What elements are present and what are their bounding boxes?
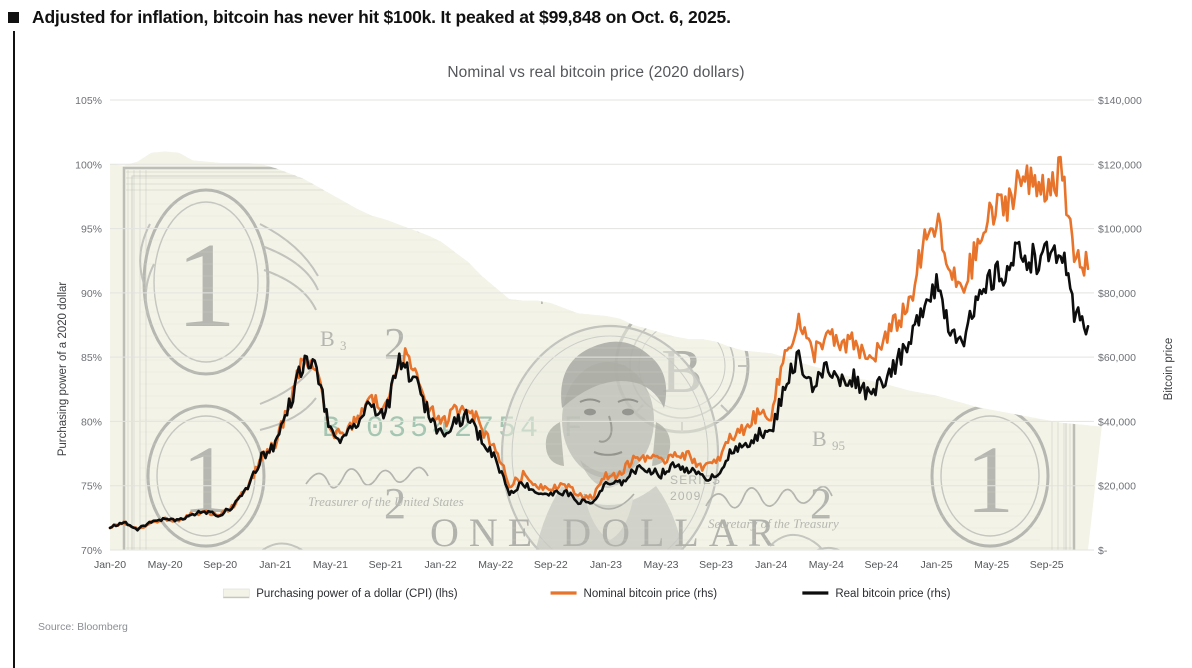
dollar-bill-texture [110,154,1088,551]
y-axis-right-title: Bitcoin price [1163,338,1175,401]
x-axis-tick: Sep-23 [699,559,733,571]
x-axis-tick: Jan-22 [425,559,457,571]
y-axis-right-tick: $- [1098,545,1108,557]
x-axis-tick: Jan-24 [755,559,787,571]
y-axis-right-labels: $- $20,000 $40,000 $60,000 $80,000 $100,000 $1… [1088,95,1142,557]
real-bitcoin-price-series [108,240,1090,532]
y-axis-left-tick: 105% [75,95,102,107]
y-axis-right-tick: $100,000 [1098,224,1142,236]
y-axis-right-tick: $60,000 [1098,352,1136,364]
chart-plot: 1 1 1 THE UNITED STA [38,95,1175,633]
headline: Adjusted for inflation, bitcoin has neve… [0,0,1192,34]
source-note: Source: Bloomberg [38,621,128,633]
x-axis-tick: May-22 [478,559,513,571]
x-axis-tick: Sep-20 [203,559,237,571]
y-axis-left-tick: 85% [81,352,102,364]
y-axis-right-tick: $20,000 [1098,481,1136,493]
y-axis-left-labels: 70% 75% 80% 85% 90% 95% 100% 105% [75,95,102,557]
headline-text: Adjusted for inflation, bitcoin has neve… [32,6,731,27]
x-axis-tick: Sep-21 [369,559,403,571]
y-axis-left-tick: 90% [81,288,102,300]
legend-swatch-cpi [222,588,250,599]
y-axis-right-tick: $80,000 [1098,288,1136,300]
y-axis-left-tick: 75% [81,481,102,493]
legend-label: Nominal bitcoin price (rhs) [584,588,718,600]
legend-label: Purchasing power of a dollar (CPI) (lhs) [256,588,457,600]
legend-label: Real bitcoin price (rhs) [835,588,950,600]
chart-legend: Purchasing power of a dollar (CPI) (lhs)… [222,588,951,600]
x-axis-tick: May-25 [974,559,1009,571]
x-axis-tick: Jan-23 [590,559,622,571]
y-axis-right-tick: $140,000 [1098,95,1142,107]
y-axis-right-tick: $40,000 [1098,416,1136,428]
gridlines [110,99,1088,551]
y-axis-left-tick: 70% [81,545,102,557]
x-axis-tick: Jan-25 [920,559,952,571]
y-axis-left-tick: 80% [81,416,102,428]
x-axis-labels: Jan-20 May-20 Sep-20 Jan-21 May-21 Sep-21 Jan-… [94,559,1064,571]
x-axis-tick: Sep-24 [864,559,898,571]
chart-container: Nominal vs real bitcoin price (2020 doll… [0,34,1192,668]
x-axis-tick: May-21 [313,559,348,571]
y-axis-left-title: Purchasing power of a 2020 dollar [57,282,69,457]
x-axis-tick: May-24 [809,559,844,571]
x-axis-tick: May-20 [148,559,183,571]
x-axis-tick: Sep-22 [534,559,568,571]
y-axis-right-tick: $120,000 [1098,159,1142,171]
y-axis-left-tick: 100% [75,159,102,171]
x-axis-tick: May-23 [643,559,678,571]
x-axis-tick: Sep-25 [1030,559,1064,571]
left-vertical-rule [13,31,15,668]
square-bullet-icon [8,11,19,23]
chart-title: Nominal vs real bitcoin price (2020 doll… [447,64,745,81]
x-axis-tick: Jan-20 [94,559,126,571]
y-axis-left-tick: 95% [81,224,102,236]
x-axis-tick: Jan-21 [259,559,291,571]
